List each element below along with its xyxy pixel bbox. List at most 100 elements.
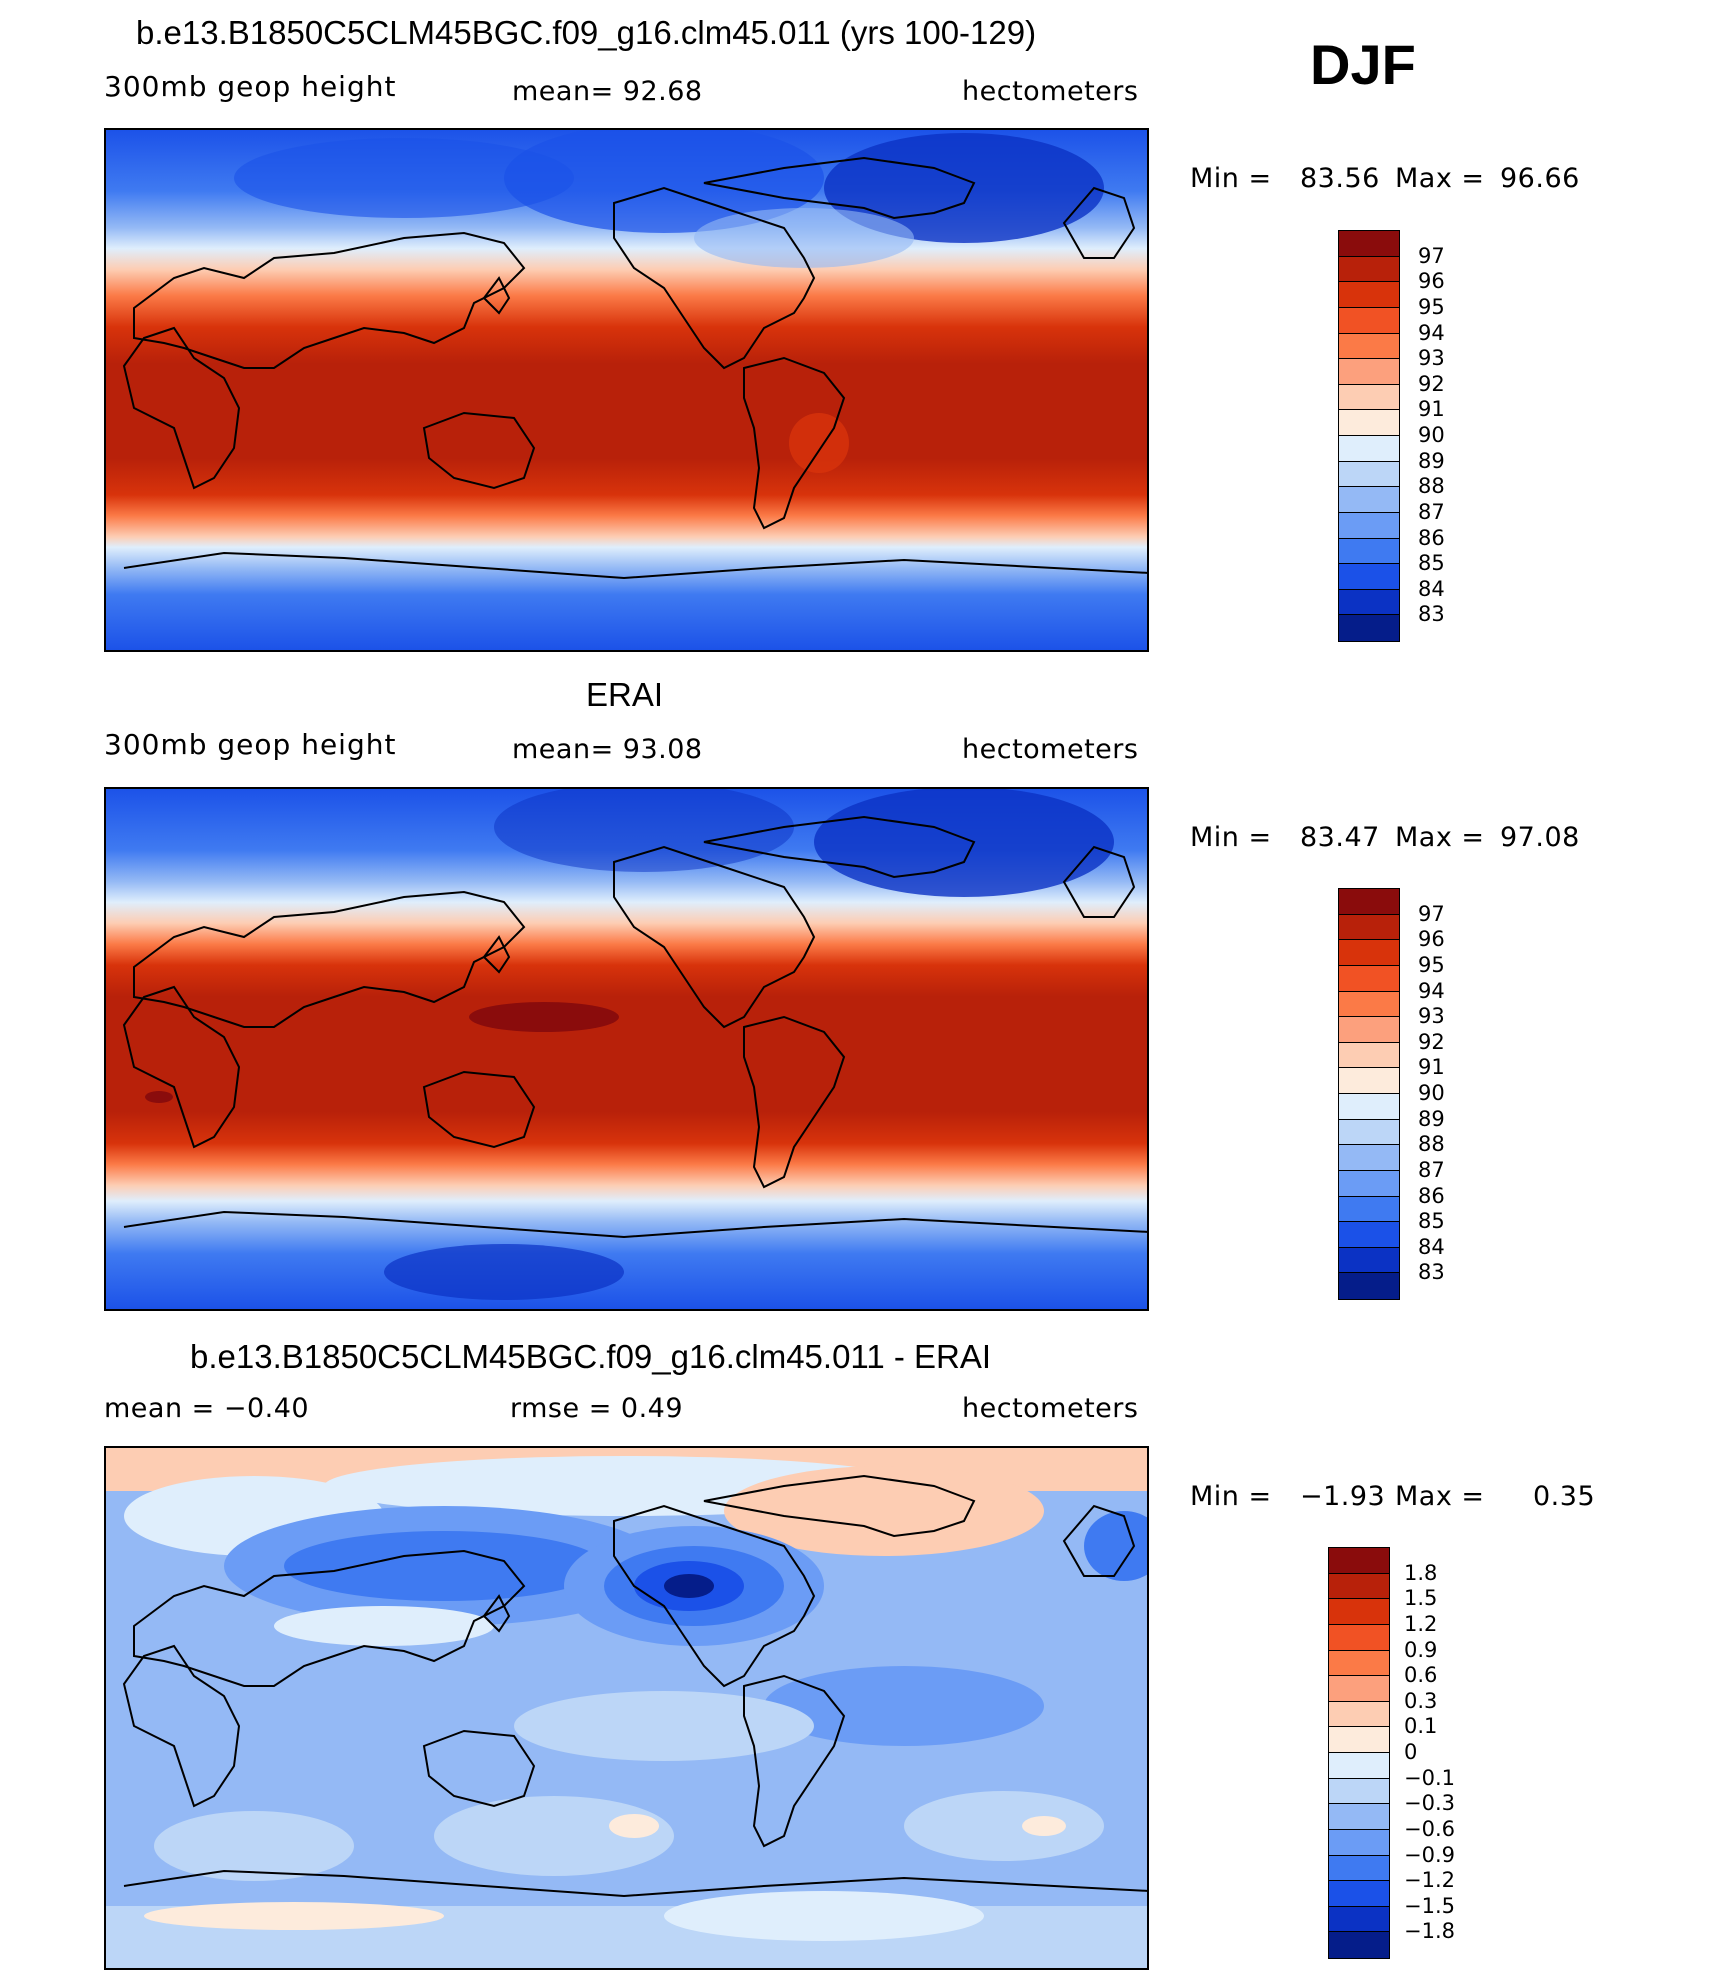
colorbar-tick-label: −1.5 bbox=[1404, 1893, 1455, 1918]
colorbar-tick-label: 85 bbox=[1418, 1209, 1445, 1234]
colorbar-swatch bbox=[1329, 1753, 1389, 1779]
colorbar-tick-label: 84 bbox=[1418, 576, 1445, 601]
panel-1-mean-label: mean= 92.68 bbox=[512, 76, 703, 107]
colorbar-tick-label: 94 bbox=[1418, 320, 1445, 345]
colorbar-swatch bbox=[1329, 1624, 1389, 1651]
colorbar-tick-label: 0.1 bbox=[1404, 1714, 1438, 1739]
colorbar-swatch bbox=[1339, 512, 1399, 539]
panel-1-min-value: 83.56 bbox=[1300, 163, 1380, 194]
colorbar-tick-label: 86 bbox=[1418, 1183, 1445, 1208]
colorbar-swatch bbox=[1339, 1145, 1399, 1171]
colorbar-swatch bbox=[1339, 487, 1399, 513]
colorbar-swatch bbox=[1339, 359, 1399, 385]
panel-2-min-value: 83.47 bbox=[1300, 822, 1380, 853]
colorbar-swatch bbox=[1339, 333, 1399, 360]
colorbar-tick-label: 1.5 bbox=[1404, 1586, 1438, 1611]
panel-2-colorbar-labels: 97 96 95 94 93 92 91 90 89 88 87 86 85 84 83 bbox=[1418, 888, 1478, 1298]
colorbar-swatch bbox=[1329, 1650, 1389, 1677]
colorbar-tick-label: 96 bbox=[1418, 269, 1445, 294]
colorbar-swatch bbox=[1329, 1804, 1389, 1830]
colorbar-swatch bbox=[1339, 256, 1399, 283]
colorbar-swatch bbox=[1339, 991, 1399, 1018]
panel-3-colorbar-labels: 1.8 1.5 1.2 0.9 0.6 0.3 0.1 0 −0.1 −0.3 −0.6 −0.9 −1… bbox=[1404, 1547, 1474, 1957]
colorbar-tick-label: 88 bbox=[1418, 1132, 1445, 1157]
colorbar-swatch bbox=[1339, 1273, 1399, 1299]
panel-1-units-label: hectometers bbox=[962, 76, 1139, 107]
colorbar-swatch bbox=[1339, 889, 1399, 915]
colorbar-swatch bbox=[1339, 1119, 1399, 1146]
colorbar-swatch bbox=[1329, 1548, 1389, 1574]
colorbar-swatch bbox=[1339, 1247, 1399, 1274]
panel-3-colorbar bbox=[1328, 1547, 1390, 1959]
colorbar-swatch bbox=[1339, 914, 1399, 941]
panel-3-min-label: Min = bbox=[1190, 1481, 1272, 1512]
panel-2-colorbar bbox=[1338, 888, 1400, 1300]
colorbar-tick-label: 0.6 bbox=[1404, 1663, 1438, 1688]
colorbar-swatch bbox=[1329, 1855, 1389, 1882]
colorbar-tick-label: 97 bbox=[1418, 901, 1445, 926]
colorbar-tick-label: 89 bbox=[1418, 1106, 1445, 1131]
colorbar-swatch bbox=[1339, 1068, 1399, 1094]
colorbar-tick-label: 90 bbox=[1418, 1081, 1445, 1105]
colorbar-swatch bbox=[1339, 231, 1399, 257]
panel-2-title: ERAI bbox=[586, 676, 664, 713]
panel-3-units-label: hectometers bbox=[962, 1393, 1139, 1424]
colorbar-tick-label: 90 bbox=[1418, 423, 1445, 447]
colorbar-swatch bbox=[1339, 282, 1399, 308]
colorbar-swatch bbox=[1329, 1778, 1389, 1805]
colorbar-tick-label: 91 bbox=[1418, 397, 1445, 422]
panel-3-map bbox=[104, 1446, 1149, 1970]
panel-1-max-value: 96.66 bbox=[1500, 163, 1580, 194]
colorbar-tick-label: −0.6 bbox=[1404, 1816, 1455, 1841]
colorbar-swatch bbox=[1339, 1017, 1399, 1043]
season-label: DJF bbox=[1310, 33, 1416, 96]
panel-3-rmse-label: rmse = 0.49 bbox=[510, 1393, 684, 1424]
colorbar-tick-label: 83 bbox=[1418, 1260, 1445, 1285]
colorbar-tick-label: −0.1 bbox=[1404, 1765, 1455, 1790]
colorbar-tick-label: 83 bbox=[1418, 602, 1445, 627]
panel-2-map bbox=[104, 787, 1149, 1311]
colorbar-tick-label: 89 bbox=[1418, 448, 1445, 473]
panel-3-min-value: −1.93 bbox=[1300, 1481, 1386, 1512]
panel-1-colorbar bbox=[1338, 230, 1400, 642]
colorbar-swatch bbox=[1329, 1829, 1389, 1856]
colorbar-swatch bbox=[1339, 1196, 1399, 1223]
panel-2-min-label: Min = bbox=[1190, 822, 1272, 853]
colorbar-tick-label: 0.3 bbox=[1404, 1688, 1438, 1713]
colorbar-tick-label: 91 bbox=[1418, 1055, 1445, 1080]
colorbar-tick-label: 1.8 bbox=[1404, 1560, 1438, 1585]
colorbar-swatch bbox=[1339, 615, 1399, 641]
panel-1-max-label: Max = bbox=[1395, 163, 1485, 194]
colorbar-tick-label: −0.9 bbox=[1404, 1842, 1455, 1867]
panel-1-variable-label: 300mb geop height bbox=[104, 70, 397, 103]
colorbar-tick-label: 95 bbox=[1418, 294, 1445, 319]
colorbar-swatch bbox=[1329, 1932, 1389, 1958]
colorbar-swatch bbox=[1329, 1676, 1389, 1702]
colorbar-tick-label: 97 bbox=[1418, 243, 1445, 268]
colorbar-swatch bbox=[1339, 965, 1399, 992]
colorbar-swatch bbox=[1339, 1042, 1399, 1069]
colorbar-tick-label: 0.9 bbox=[1404, 1637, 1438, 1662]
panel-2-max-label: Max = bbox=[1395, 822, 1485, 853]
colorbar-swatch bbox=[1329, 1881, 1389, 1907]
colorbar-swatch bbox=[1329, 1701, 1389, 1728]
colorbar-tick-label: 92 bbox=[1418, 371, 1445, 396]
colorbar-tick-label: 84 bbox=[1418, 1234, 1445, 1259]
panel-3-title: b.e13.B1850C5CLM45BGC.f09_g16.clm45.011 … bbox=[190, 1338, 992, 1375]
colorbar-tick-label: −1.2 bbox=[1404, 1868, 1455, 1893]
colorbar-tick-label: 1.2 bbox=[1404, 1611, 1438, 1636]
colorbar-tick-label: 96 bbox=[1418, 927, 1445, 952]
panel-1-title: b.e13.B1850C5CLM45BGC.f09_g16.clm45.011 … bbox=[136, 14, 1037, 51]
colorbar-tick-label: −1.8 bbox=[1404, 1919, 1455, 1944]
colorbar-tick-label: 92 bbox=[1418, 1029, 1445, 1054]
colorbar-tick-label: 88 bbox=[1418, 474, 1445, 499]
colorbar-swatch bbox=[1339, 940, 1399, 966]
colorbar-tick-label: 95 bbox=[1418, 952, 1445, 977]
colorbar-swatch bbox=[1339, 1094, 1399, 1120]
colorbar-swatch bbox=[1339, 1222, 1399, 1248]
colorbar-swatch bbox=[1339, 461, 1399, 488]
colorbar-swatch bbox=[1339, 538, 1399, 565]
colorbar-swatch bbox=[1339, 384, 1399, 411]
panel-2-variable-label: 300mb geop height bbox=[104, 728, 397, 761]
panel-3-max-label: Max = bbox=[1395, 1481, 1485, 1512]
